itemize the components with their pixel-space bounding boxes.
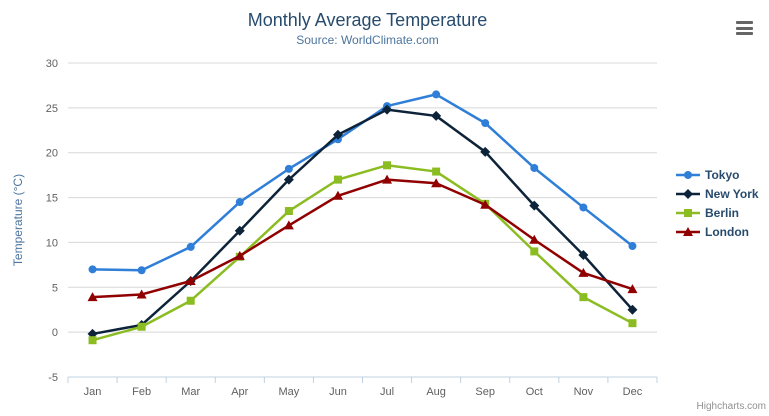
y-axis-title: Temperature (°C) [11,174,25,266]
data-point-london[interactable] [185,276,196,286]
x-axis-tick-label: Jan [84,386,102,398]
x-axis-tick-label: Oct [526,386,543,398]
data-point-new-york[interactable] [234,225,245,236]
x-axis-tick-label: Sep [475,386,495,398]
data-point-berlin[interactable] [432,167,441,176]
legend: Tokyo New York Berlin London [676,167,759,240]
data-point-london[interactable] [578,267,589,277]
y-axis-tick-label: 10 [46,237,58,249]
y-axis-tick-label: 5 [52,282,58,294]
data-point-new-york[interactable] [529,200,540,211]
y-axis-tick-label: 25 [46,103,58,115]
y-axis-tick-label: 15 [46,193,58,205]
data-point-berlin[interactable] [530,247,539,256]
y-axis-tick-label: 0 [52,327,58,339]
x-axis-tick-label: Aug [426,386,446,398]
data-point-london[interactable] [627,284,638,294]
series-line-london [91,178,634,299]
y-axis-tick-label: -5 [48,372,58,384]
data-point-tokyo[interactable] [137,266,146,275]
data-point-berlin[interactable] [333,175,342,184]
data-point-london[interactable] [529,234,540,244]
credits-link[interactable]: Highcharts.com [696,401,766,412]
data-point-tokyo[interactable] [628,242,637,251]
legend-symbol-marker [683,227,693,236]
data-point-london[interactable] [332,190,343,200]
data-point-new-york[interactable] [578,249,589,260]
data-point-tokyo[interactable] [284,164,293,173]
data-point-new-york[interactable] [332,129,343,140]
data-point-new-york[interactable] [283,174,294,185]
legend-label: London [705,225,749,239]
x-axis-tick-label: Feb [132,386,151,398]
hamburger-icon [736,26,753,30]
data-point-tokyo[interactable] [186,242,195,251]
legend-marker-square-icon [676,209,700,217]
legend-item-london[interactable]: London [676,224,759,240]
data-point-new-york[interactable] [382,104,393,115]
legend-symbol-marker [683,189,693,199]
data-point-tokyo[interactable] [88,265,97,274]
hamburger-icon [736,21,753,24]
legend-symbol-marker [684,171,692,179]
x-axis-tick-label: Nov [574,386,594,398]
x-axis-tick-label: May [278,386,299,398]
x-axis-tick-label: Jul [380,386,394,398]
data-point-london[interactable] [283,220,294,230]
data-point-new-york[interactable] [431,110,442,121]
data-point-berlin[interactable] [579,293,588,302]
data-point-london[interactable] [382,174,393,184]
legend-label: Berlin [705,206,740,220]
legend-marker-circle-icon [676,171,700,179]
legend-item-tokyo[interactable]: Tokyo [676,167,759,183]
data-point-london[interactable] [87,292,98,302]
data-point-london[interactable] [136,289,147,299]
data-point-london[interactable] [431,178,442,188]
data-point-berlin[interactable] [383,161,392,170]
legend-label: New York [705,187,759,201]
chart-subtitle: Source: WorldClimate.com [296,33,439,47]
data-point-tokyo[interactable] [530,163,539,172]
legend-label: Tokyo [705,168,740,182]
data-point-tokyo[interactable] [432,90,441,99]
legend-item-new-york[interactable]: New York [676,186,759,202]
series-line-tokyo [91,93,634,272]
y-axis-tick-label: 20 [46,148,58,160]
data-point-berlin[interactable] [628,319,637,328]
x-axis-tick-label: Apr [231,386,248,398]
chart-title: Monthly Average Temperature [247,10,488,30]
legend-marker-diamond-icon [676,189,700,199]
y-axis-tick-label: 30 [46,58,58,70]
context-menu-button[interactable] [736,21,753,35]
series-line-berlin [91,164,634,342]
legend-item-berlin[interactable]: Berlin [676,205,759,221]
data-point-tokyo[interactable] [579,203,588,212]
data-point-berlin[interactable] [137,322,146,331]
data-point-london[interactable] [234,250,245,260]
hamburger-icon [736,32,753,35]
x-axis-tick-label: Jun [329,386,347,398]
data-point-new-york[interactable] [480,146,491,157]
x-axis-tick-label: Mar [181,386,200,398]
data-point-berlin[interactable] [88,336,97,345]
x-axis-tick-label: Dec [623,386,643,398]
data-point-berlin[interactable] [186,296,195,305]
legend-symbol-marker [684,209,692,217]
legend-marker-triangle-icon [676,227,700,236]
data-point-new-york[interactable] [627,304,638,315]
data-point-tokyo[interactable] [481,119,490,128]
data-point-tokyo[interactable] [235,198,244,207]
data-point-berlin[interactable] [284,207,293,216]
series-line-new-york [91,108,634,336]
data-point-london[interactable] [480,199,491,209]
